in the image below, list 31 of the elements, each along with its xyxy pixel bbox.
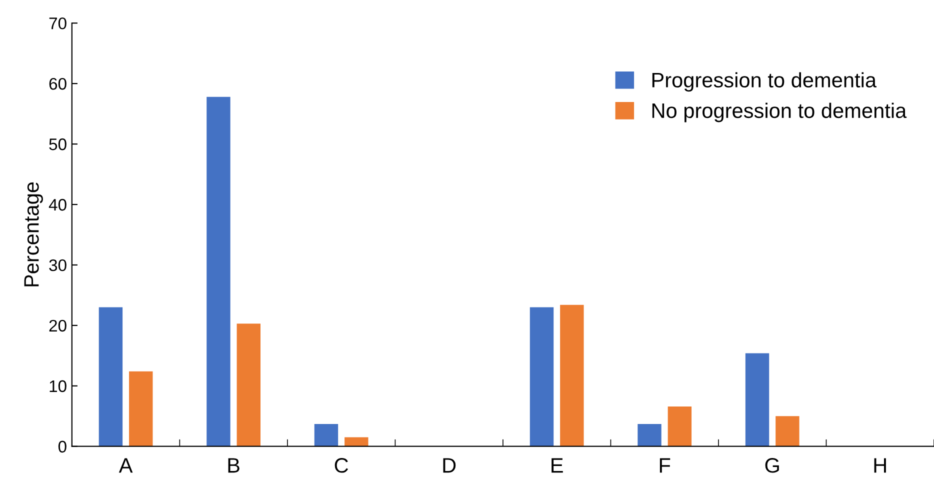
x-tick-label: C: [334, 458, 348, 473]
bar: [530, 307, 554, 446]
bar: [560, 304, 584, 446]
bar: [344, 437, 368, 446]
bar: [236, 324, 260, 446]
x-tick-label: D: [443, 458, 456, 473]
bar: [745, 353, 770, 446]
x-tick-label: E: [552, 458, 563, 473]
y-tick-label: 30: [49, 259, 66, 272]
bar: [668, 406, 692, 446]
bar: [129, 371, 153, 446]
y-tick-label: 70: [49, 17, 66, 30]
x-tick-label: G: [765, 458, 779, 473]
x-tick-label: B: [228, 458, 240, 473]
bar: [776, 416, 800, 446]
y-tick-label: 10: [50, 380, 66, 392]
y-tick-label: 40: [48, 198, 66, 211]
x-tick-label: A: [118, 458, 133, 473]
bar: [638, 424, 662, 446]
bar: [314, 424, 338, 446]
y-axis-title: Percentage: [24, 182, 43, 286]
x-tick-label: H: [874, 458, 886, 473]
y-tick-label: 0: [58, 440, 66, 453]
legend-label: Progression to dementia: [652, 72, 877, 92]
y-tick-label: 50: [49, 138, 66, 150]
bar: [98, 307, 123, 446]
x-tick-label: F: [660, 458, 670, 473]
legend-label: No progression to dementia: [652, 102, 907, 122]
bar: [206, 96, 230, 446]
y-tick-label: 60: [49, 78, 66, 90]
y-tick-label: 20: [49, 320, 66, 332]
